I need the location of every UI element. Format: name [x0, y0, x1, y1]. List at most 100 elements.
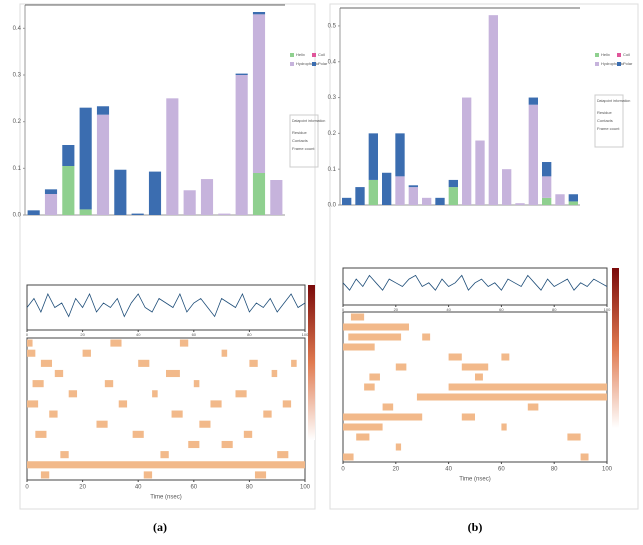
info-line: Residue [597, 110, 612, 115]
legend-label: Helix [601, 52, 610, 57]
x-axis-label: Time (nsec) [459, 477, 490, 483]
x-tick-label: 40 [136, 332, 141, 337]
contact-segment [395, 443, 402, 451]
bar-segment [462, 97, 472, 205]
bar-segment [395, 133, 405, 177]
bar-segment [542, 176, 552, 198]
bar-segment [368, 179, 378, 205]
info-box [289, 114, 319, 168]
bar-segment [448, 179, 458, 188]
contact-segment [501, 353, 510, 361]
legend-label: Coil [318, 52, 325, 57]
bar-segment [408, 187, 418, 205]
info-line: Contacts [597, 118, 613, 123]
x-tick-label: 20 [392, 467, 399, 473]
contact-segment [567, 433, 581, 441]
contact-segment [343, 343, 375, 351]
x-tick-label: 40 [135, 485, 142, 491]
contact-segment [188, 440, 200, 449]
contact-segment [160, 451, 169, 459]
y-tick-label: 0.1 [13, 166, 22, 172]
x-tick-label: 60 [192, 332, 197, 337]
bar-segment [252, 173, 266, 215]
contact-segment [221, 440, 233, 449]
legend-swatch [617, 53, 621, 57]
contact-segment [527, 403, 539, 411]
bar-segment [422, 197, 432, 205]
contact-segment [110, 339, 122, 347]
y-tick-label: 0.5 [328, 23, 337, 29]
legend-swatch [595, 53, 599, 57]
bar-segment [475, 140, 485, 205]
legend-label: Coil [623, 52, 630, 57]
contact-segment [27, 349, 36, 357]
contact-segment [343, 453, 354, 461]
bar-segment [502, 169, 512, 205]
contact-segment [199, 420, 211, 428]
contact-segment [235, 390, 247, 398]
info-line: Frame count [597, 126, 620, 131]
x-tick-label: 20 [394, 307, 399, 312]
bar-segment [528, 97, 538, 105]
contact-segment [27, 339, 33, 347]
bar-segment [79, 107, 92, 210]
contact-segment [364, 383, 375, 391]
contact-segment [475, 373, 483, 381]
contact-segment [348, 333, 402, 341]
bar-segment [382, 172, 392, 205]
contact-line [26, 293, 306, 318]
x-tick-label: 0 [26, 332, 29, 337]
contact-segment [96, 420, 108, 428]
colorbar [308, 285, 315, 440]
bar-segment [368, 133, 378, 180]
contact-segment [49, 410, 58, 418]
contact-segment [179, 339, 189, 347]
bar-segment [235, 75, 248, 215]
x-axis-label: Time (nsec) [150, 495, 181, 501]
x-tick-label: 60 [498, 467, 505, 473]
bar-segment [166, 98, 179, 215]
contact-segment [580, 453, 589, 461]
panel-frame [19, 3, 316, 510]
bar-segment [355, 187, 365, 205]
y-tick-label: 0.0 [13, 213, 22, 219]
bar-segment [44, 194, 58, 215]
x-tick-label: 0 [342, 307, 345, 312]
bar-segment [342, 197, 352, 205]
contact-segment [277, 451, 289, 459]
panel-label: (a) [153, 520, 167, 534]
contact-segment [501, 423, 507, 431]
contact-segment [343, 423, 383, 431]
bar-segment [252, 12, 266, 15]
y-tick-label: 0.4 [13, 26, 22, 32]
contact-segment [271, 369, 278, 378]
legend-label: Helix [296, 52, 305, 57]
contact-segment [343, 323, 409, 331]
contact-segment [422, 333, 431, 341]
legend-label: Polar [318, 61, 328, 66]
contact-segment [448, 353, 462, 361]
bar-segment [200, 179, 214, 215]
x-tick-label: 40 [445, 467, 452, 473]
bar-segment [62, 145, 75, 166]
info-title: Datapoint information [292, 119, 325, 123]
bar-segment [235, 73, 248, 75]
contact-segment [32, 380, 44, 388]
contact-segment [27, 400, 39, 408]
legend-swatch [595, 62, 599, 66]
info-line: Contacts [292, 138, 308, 143]
bar-segment [44, 189, 58, 194]
bar-segment [27, 210, 40, 215]
y-tick-label: 0.2 [13, 119, 22, 125]
contact-segment [210, 400, 222, 408]
x-tick-label: 60 [499, 307, 504, 312]
bar-segment [488, 15, 498, 206]
contact-segment [171, 410, 183, 418]
y-tick-label: 0.1 [328, 167, 337, 173]
legend-label: Hydrophobic [296, 61, 318, 66]
bar-segment [114, 169, 127, 215]
legend-swatch [290, 53, 294, 57]
x-tick-label: 60 [190, 485, 197, 491]
bar-segment [62, 166, 75, 215]
legend-swatch [617, 62, 621, 66]
